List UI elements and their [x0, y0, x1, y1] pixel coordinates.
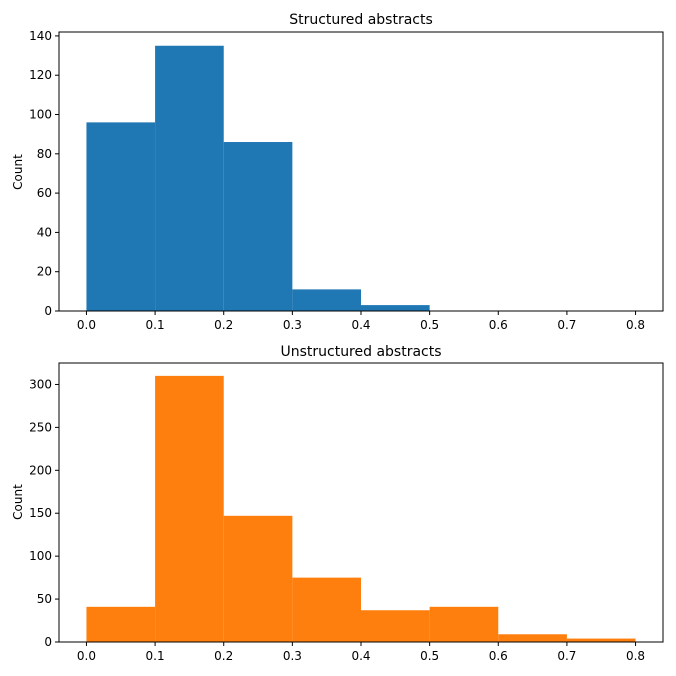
x-tick-label: 0.3	[283, 649, 302, 663]
histogram-bar	[361, 610, 430, 642]
x-tick-label: 0.5	[420, 649, 439, 663]
y-tick-label: 0	[44, 635, 52, 649]
histogram-bar	[292, 577, 361, 642]
histogram-bar	[223, 142, 293, 311]
y-tick-label: 140	[29, 29, 52, 43]
y-tick-label: 150	[29, 506, 52, 520]
y-tick-label: 20	[37, 265, 52, 279]
histogram-bar	[86, 606, 156, 642]
x-tick-label: 0.6	[489, 318, 508, 332]
y-tick-label: 100	[29, 549, 52, 563]
x-tick-label: 0.3	[283, 318, 302, 332]
x-tick-label: 0.8	[626, 649, 645, 663]
bars	[86, 45, 430, 312]
histogram-bar	[86, 122, 156, 311]
chart-title: Unstructured abstracts	[280, 344, 441, 360]
x-tick-label: 0.4	[351, 318, 370, 332]
axes: 0.0 0.1 0.2 0.3 0.4 0.5 0.6 0.7 0.8 0 50 100 150 200 2…	[29, 362, 664, 663]
y-tick-label: 100	[29, 108, 52, 122]
x-tick-label: 0.8	[626, 318, 645, 332]
histogram-bar	[292, 289, 361, 311]
unstructured-abstracts-panel: Unstructured abstracts Count 0.0 0.1 0.2 0.…	[11, 344, 664, 663]
histogram-bar	[155, 45, 224, 312]
y-tick-label: 300	[29, 377, 52, 391]
chart-title: Structured abstracts	[289, 12, 433, 28]
y-axis-label: Count	[11, 154, 25, 190]
x-tick-label: 0.0	[77, 649, 96, 663]
histogram-bar	[223, 515, 293, 642]
y-tick-label: 50	[37, 592, 52, 606]
x-tick-label: 0.2	[214, 318, 233, 332]
x-tick-label: 0.5	[420, 318, 439, 332]
y-axis-label: Count	[11, 484, 25, 520]
y-tick-label: 120	[29, 68, 52, 82]
histogram-bar	[429, 606, 499, 642]
x-tick-label: 0.2	[214, 649, 233, 663]
x-tick-label: 0.0	[77, 318, 96, 332]
histogram-bar	[566, 638, 636, 642]
histogram-bar	[361, 305, 430, 311]
y-tick-label: 60	[37, 186, 52, 200]
x-tick-label: 0.1	[146, 318, 165, 332]
structured-abstracts-panel: Structured abstracts Count 0.0 0.1 0.2 0.3 0…	[11, 12, 664, 332]
histogram-bar	[155, 375, 224, 642]
y-tick-label: 200	[29, 463, 52, 477]
x-tick-label: 0.7	[557, 649, 576, 663]
y-tick-label: 0	[44, 304, 52, 318]
x-tick-label: 0.6	[489, 649, 508, 663]
x-tick-label: 0.7	[557, 318, 576, 332]
bars	[86, 375, 636, 642]
x-tick-label: 0.1	[146, 649, 165, 663]
y-tick-label: 250	[29, 420, 52, 434]
axes: 0.0 0.1 0.2 0.3 0.4 0.5 0.6 0.7 0.8 0 20 40 60 80 100 1…	[29, 29, 664, 332]
x-tick-label: 0.4	[351, 649, 370, 663]
y-tick-label: 40	[37, 225, 52, 239]
histogram-bar	[498, 634, 567, 642]
y-tick-label: 80	[37, 147, 52, 161]
